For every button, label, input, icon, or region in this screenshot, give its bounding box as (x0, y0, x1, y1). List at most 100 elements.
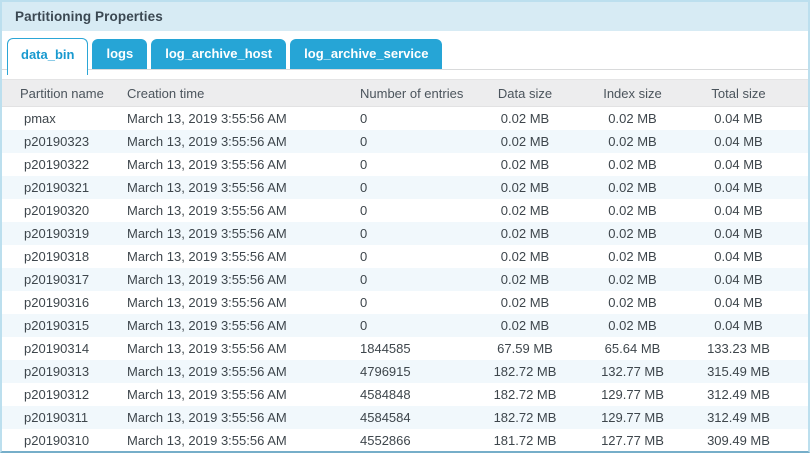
cell-partition-name: p20190319 (24, 225, 90, 241)
cell-total-size: 312.49 MB (707, 409, 770, 425)
cell-data-size: 181.72 MB (493, 432, 557, 448)
cell-index-size: 65.64 MB (604, 340, 661, 356)
cell-partition-name: p20190312 (24, 386, 90, 402)
cell-data-size: 67.59 MB (497, 340, 553, 356)
cell-index-size: 129.77 MB (601, 409, 664, 425)
cell-data-size: 0.02 MB (500, 225, 550, 241)
cell-creation-time: March 13, 2019 3:55:56 AM (127, 110, 287, 126)
cell-partition-name: p20190321 (24, 179, 90, 195)
cell-creation-time: March 13, 2019 3:55:56 AM (127, 248, 287, 264)
cell-number-of-entries: 0 (360, 225, 368, 241)
cell-partition-name: p20190318 (24, 248, 90, 264)
cell-total-size: 312.49 MB (707, 386, 770, 402)
column-header-index-size[interactable]: Index size (580, 79, 685, 107)
cell-creation-time: March 13, 2019 3:55:56 AM (127, 133, 287, 149)
table-row[interactable]: p20190316 March 13, 2019 3:55:56 AM 0 0.… (2, 291, 808, 314)
cell-number-of-entries: 0 (360, 202, 368, 218)
cell-data-size: 182.72 MB (493, 409, 557, 425)
cell-total-size: 0.04 MB (714, 271, 763, 287)
cell-index-size: 0.02 MB (608, 317, 657, 333)
cell-number-of-entries: 0 (360, 179, 368, 195)
cell-number-of-entries: 4796915 (360, 363, 411, 379)
cell-total-size: 0.04 MB (714, 156, 763, 172)
cell-index-size: 132.77 MB (601, 363, 664, 379)
table-row[interactable]: p20190320 March 13, 2019 3:55:56 AM 0 0.… (2, 199, 808, 222)
cell-total-size: 0.04 MB (714, 110, 763, 126)
cell-data-size: 0.02 MB (500, 317, 550, 333)
cell-number-of-entries: 0 (360, 156, 368, 172)
column-header-creation-time[interactable]: Creation time (118, 79, 352, 107)
table-row[interactable]: p20190319 March 13, 2019 3:55:56 AM 0 0.… (2, 221, 808, 245)
cell-data-size: 0.02 MB (500, 248, 550, 264)
cell-number-of-entries: 0 (360, 248, 368, 264)
cell-partition-name: p20190322 (24, 156, 90, 172)
cell-number-of-entries: 0 (360, 271, 368, 287)
cell-index-size: 0.02 MB (608, 248, 657, 264)
cell-data-size: 0.02 MB (500, 202, 550, 218)
cell-total-size: 0.04 MB (714, 294, 763, 310)
table-body: pmax March 13, 2019 3:55:56 AM 0 0.02 MB… (2, 107, 808, 452)
cell-total-size: 133.23 MB (707, 340, 770, 356)
cell-creation-time: March 13, 2019 3:55:56 AM (127, 363, 287, 379)
cell-total-size: 0.04 MB (714, 248, 763, 264)
table-row[interactable]: pmax March 13, 2019 3:55:56 AM 0 0.02 MB… (2, 107, 808, 130)
cell-partition-name: p20190320 (24, 202, 90, 218)
cell-index-size: 0.02 MB (608, 294, 657, 310)
table-row[interactable]: p20190312 March 13, 2019 3:55:56 AM 4584… (2, 383, 808, 406)
cell-data-size: 0.02 MB (500, 179, 550, 195)
column-header-total-size[interactable]: Total size (685, 79, 808, 107)
cell-number-of-entries: 0 (360, 317, 368, 333)
tab-data-bin[interactable]: data_bin (7, 38, 89, 75)
cell-data-size: 0.02 MB (500, 110, 550, 126)
tab-log-archive-host[interactable]: log_archive_host (151, 39, 287, 69)
cell-partition-name: p20190316 (24, 294, 90, 310)
cell-data-size: 182.72 MB (493, 363, 557, 379)
tab-strip: data_bin logs log_archive_host log_archi… (2, 37, 808, 75)
table-header-row: Partition name Creation time Number of e… (2, 79, 808, 107)
tab-log-archive-service[interactable]: log_archive_service (290, 39, 443, 69)
cell-total-size: 0.04 MB (714, 179, 763, 195)
cell-creation-time: March 13, 2019 3:55:56 AM (127, 317, 287, 333)
cell-number-of-entries: 4552866 (360, 432, 411, 448)
table-row[interactable]: p20190317 March 13, 2019 3:55:56 AM 0 0.… (2, 267, 808, 291)
cell-data-size: 0.02 MB (500, 271, 550, 287)
cell-number-of-entries: 4584848 (360, 386, 411, 402)
table-row[interactable]: p20190314 March 13, 2019 3:55:56 AM 1844… (2, 337, 808, 360)
cell-creation-time: March 13, 2019 3:55:56 AM (127, 225, 287, 241)
cell-creation-time: March 13, 2019 3:55:56 AM (127, 156, 287, 172)
cell-total-size: 309.49 MB (707, 432, 770, 448)
table-row[interactable]: p20190318 March 13, 2019 3:55:56 AM 0 0.… (2, 245, 808, 268)
cell-partition-name: p20190313 (24, 363, 90, 379)
cell-total-size: 315.49 MB (707, 363, 770, 379)
cell-partition-name: p20190317 (24, 271, 90, 287)
cell-total-size: 0.04 MB (714, 317, 763, 333)
column-header-data-size[interactable]: Data size (470, 79, 580, 107)
cell-index-size: 0.02 MB (608, 271, 657, 287)
partitions-table: Partition name Creation time Number of e… (2, 79, 808, 451)
cell-data-size: 0.02 MB (500, 133, 550, 149)
cell-partition-name: pmax (24, 110, 56, 126)
tab-logs[interactable]: logs (92, 39, 148, 69)
cell-index-size: 127.77 MB (601, 432, 664, 448)
cell-index-size: 0.02 MB (608, 179, 657, 195)
table-row[interactable]: p20190321 March 13, 2019 3:55:56 AM 0 0.… (2, 175, 808, 199)
cell-index-size: 129.77 MB (601, 386, 664, 402)
table-row[interactable]: p20190323 March 13, 2019 3:55:56 AM 0 0.… (2, 129, 808, 153)
cell-partition-name: p20190311 (24, 409, 89, 425)
table-row[interactable]: p20190322 March 13, 2019 3:55:56 AM 0 0.… (2, 153, 808, 176)
cell-index-size: 0.02 MB (608, 110, 657, 126)
cell-partition-name: p20190310 (24, 432, 90, 448)
table-row[interactable]: p20190315 March 13, 2019 3:55:56 AM 0 0.… (2, 313, 808, 337)
table-row[interactable]: p20190311 March 13, 2019 3:55:56 AM 4584… (2, 405, 808, 429)
cell-creation-time: March 13, 2019 3:55:56 AM (127, 202, 287, 218)
column-header-number-of-entries[interactable]: Number of entries (352, 79, 470, 107)
column-header-partition-name[interactable]: Partition name (2, 79, 118, 107)
cell-index-size: 0.02 MB (608, 156, 657, 172)
cell-number-of-entries: 1844585 (360, 340, 411, 356)
table-row[interactable]: p20190313 March 13, 2019 3:55:56 AM 4796… (2, 359, 808, 383)
cell-total-size: 0.04 MB (714, 133, 763, 149)
cell-data-size: 0.02 MB (500, 156, 550, 172)
cell-creation-time: March 13, 2019 3:55:56 AM (127, 271, 287, 287)
cell-creation-time: March 13, 2019 3:55:56 AM (127, 179, 287, 195)
table-row[interactable]: p20190310 March 13, 2019 3:55:56 AM 4552… (2, 429, 808, 452)
